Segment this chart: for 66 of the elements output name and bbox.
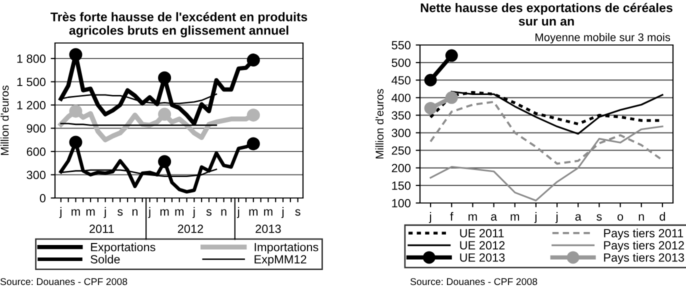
source-note: Source: Douanes - CPF 2008 xyxy=(410,278,538,286)
text: 2011 xyxy=(90,224,114,234)
y-tick-label: 100 xyxy=(392,199,411,208)
x-tick-label: j xyxy=(534,212,536,224)
y-tick-label: 300 xyxy=(392,128,411,138)
y-tick-label: 1 200 xyxy=(17,101,46,110)
x-tick-label: n xyxy=(638,214,644,221)
x-tick-label: m xyxy=(249,209,258,216)
chart-subtitle: Moyenne mobile sur 3 mois xyxy=(536,33,670,44)
y-tick-label: 400 xyxy=(392,94,411,102)
x-tick-label: j xyxy=(148,207,150,218)
x-tick-label: m xyxy=(175,209,184,216)
x-tick-label: j xyxy=(192,207,195,218)
y-tick-label: 550 xyxy=(392,41,411,50)
x-tick-label: m xyxy=(468,214,477,221)
x-tick-label: s xyxy=(206,209,212,216)
x-tick-label: j xyxy=(59,207,62,218)
y-axis-title: Million d'euros xyxy=(0,86,9,155)
legend-label: Pays tiers 2012 xyxy=(604,240,684,252)
y-tick-label: 500 xyxy=(392,58,411,67)
text: 2012 xyxy=(178,224,204,234)
x-tick-label: m xyxy=(86,209,95,216)
y-tick-label: 300 xyxy=(26,170,46,180)
text: 2013 xyxy=(256,224,281,234)
x-tick-label: j xyxy=(104,207,106,218)
y-tick-label: 450 xyxy=(392,76,411,85)
legend-label: Exportations xyxy=(91,242,156,254)
legend-label: UE 2012 xyxy=(460,241,505,250)
y-tick-label: 1 500 xyxy=(17,78,46,86)
source-note: Source: Douanes - CPF 2008 xyxy=(0,278,128,286)
x-tick-label: m xyxy=(72,209,80,216)
y-axis-title: Million d'euros xyxy=(375,89,384,158)
x-tick-label: s xyxy=(118,209,123,216)
x-tick-label: m xyxy=(160,209,169,216)
x-tick-label: a xyxy=(491,214,498,221)
legend-label: Pays tiers 2013 xyxy=(604,253,684,264)
x-tick-label: o xyxy=(618,214,624,221)
x-tick-label: m xyxy=(264,209,272,216)
y-tick-label: 1 800 xyxy=(17,54,46,63)
legend-label: Pays tiers 2011 xyxy=(604,228,684,240)
legend-label: ExpMM12 xyxy=(254,255,306,266)
x-tick-label: j xyxy=(428,212,432,224)
x-tick-label: j xyxy=(555,212,558,224)
x-tick-label: n xyxy=(132,209,138,216)
x-tick-label: j xyxy=(236,207,240,218)
y-tick-label: 0 xyxy=(40,194,46,202)
legend-label: Importations xyxy=(254,242,318,254)
x-tick-label: s xyxy=(596,214,602,221)
chart-title: Très forte hausse de l'excédent en produits agricoles bruts en glissement annuel xyxy=(50,12,308,38)
x-tick-label: n xyxy=(221,209,226,216)
y-tick-label: 250 xyxy=(392,146,411,155)
legend-label: UE 2011 xyxy=(460,228,504,238)
x-tick-label: s xyxy=(295,209,300,216)
legend-label: Solde xyxy=(90,254,120,264)
y-tick-label: 350 xyxy=(392,111,411,120)
x-tick-label: m xyxy=(510,214,520,221)
chart-title: Nette hausse des exportations de céréales sur un an xyxy=(420,2,672,26)
x-tick-label: a xyxy=(575,214,582,221)
x-tick-label: j xyxy=(281,207,284,218)
y-tick-label: 600 xyxy=(26,148,46,156)
legend-label: UE 2013 xyxy=(460,253,505,262)
y-tick-label: 200 xyxy=(392,164,411,172)
x-tick-label: f xyxy=(450,212,454,221)
x-tick-label: d xyxy=(660,212,665,221)
y-tick-label: 900 xyxy=(26,124,46,133)
y-tick-label: 150 xyxy=(392,181,411,190)
